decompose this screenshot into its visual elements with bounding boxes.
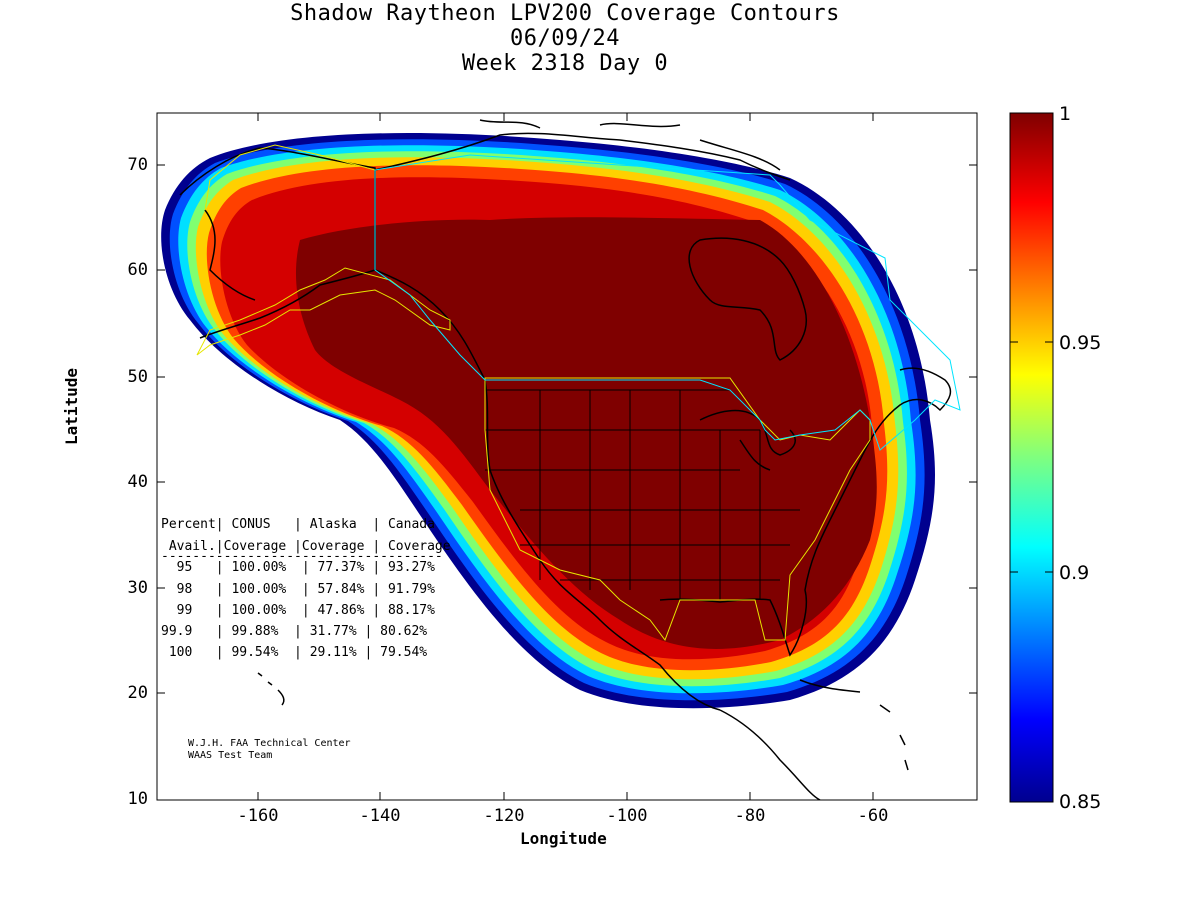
- x-axis-label: Longitude: [520, 829, 607, 848]
- coverage-table-row: 95 | 100.00% | 77.37% | 93.27%: [161, 560, 435, 575]
- y-axis-label: Latitude: [62, 367, 81, 445]
- ytick-label: 70: [127, 155, 148, 175]
- coverage-table-row: 98 | 100.00% | 57.84% | 91.79%: [161, 582, 435, 597]
- chart-date: 06/09/24: [510, 26, 620, 51]
- hawaii: [257, 672, 285, 706]
- credit-line-1: W.J.H. FAA Technical Center: [188, 738, 351, 749]
- xtick-label: -80: [734, 806, 766, 826]
- coverage-table-row: 99 | 100.00% | 47.86% | 88.17%: [161, 603, 435, 618]
- coverage-table-header: Percent| CONUS | Alaska | Canada: [161, 517, 435, 532]
- canada-boundary: [374, 154, 961, 451]
- central-america: [719, 709, 821, 800]
- region-boundaries: [196, 144, 961, 642]
- east-coast: [829, 367, 952, 521]
- hudson-bay: [688, 237, 807, 361]
- colorbar-label-095: 0.95: [1059, 332, 1102, 354]
- coverage-table-subheader: Avail.|Coverage |Coverage | Coverage: [161, 539, 451, 554]
- ytick-label: 10: [127, 789, 148, 809]
- xtick-label: -100: [606, 806, 648, 826]
- coverage-table-row: 99.9 | 99.88% | 31.77% | 80.62%: [161, 624, 428, 639]
- coverage-table-row: 100 | 99.54% | 29.11% | 79.54%: [161, 645, 428, 660]
- ytick-label: 50: [127, 367, 148, 387]
- colorbar-label-max: 1: [1059, 103, 1072, 125]
- colorbar-label-090: 0.9: [1059, 562, 1090, 584]
- colorbar-label-min: 0.85: [1059, 791, 1102, 813]
- colorbar-ticks: [1010, 341, 1053, 573]
- alaska-boundary: [196, 144, 451, 356]
- colorbar: [1009, 112, 1054, 803]
- conus-boundary: [484, 377, 871, 642]
- xtick-label: -60: [857, 806, 889, 826]
- coverage-table-divider: ------------------------------------: [161, 549, 443, 564]
- canada-north-coast: [374, 119, 791, 181]
- coverage-contours: [161, 133, 935, 709]
- xtick-label: -160: [237, 806, 279, 826]
- chart-week-day: Week 2318 Day 0: [461, 51, 669, 76]
- us-state-lines: [485, 389, 800, 600]
- plot-frame: [156, 112, 978, 801]
- gulf-coast: [659, 519, 831, 657]
- ytick-label: 30: [127, 578, 148, 598]
- ytick-label: 20: [127, 683, 148, 703]
- great-lakes: [699, 409, 796, 471]
- xtick-label: -120: [483, 806, 525, 826]
- credit-line-2: WAAS Test Team: [188, 750, 273, 761]
- contour-100: [295, 217, 877, 649]
- axis-ticks: [157, 113, 977, 800]
- ytick-label: 60: [127, 260, 148, 280]
- caribbean: [799, 679, 909, 771]
- xtick-label: -140: [359, 806, 401, 826]
- ytick-label: 40: [127, 472, 148, 492]
- alaska-coast: [179, 147, 376, 339]
- chart-title: Shadow Raytheon LPV200 Coverage Contours: [290, 1, 840, 26]
